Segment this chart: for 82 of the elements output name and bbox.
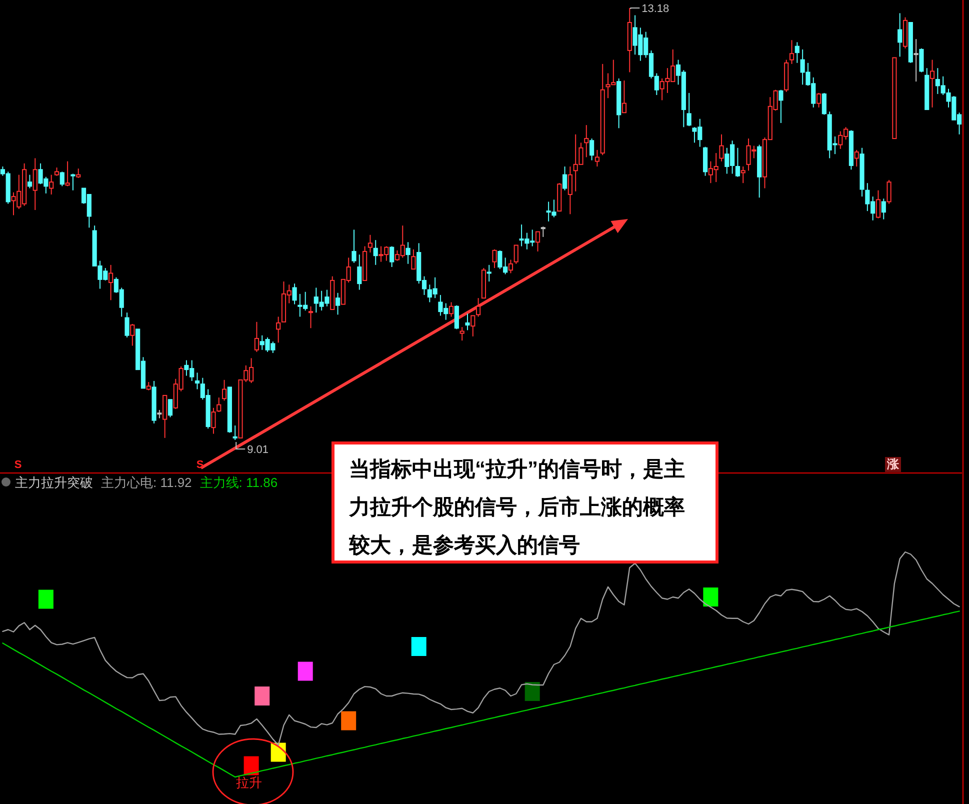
candlestick: [930, 59, 935, 108]
point: [254, 686, 270, 706]
point: [244, 756, 259, 776]
candlestick: [822, 92, 826, 116]
candlestick: [492, 248, 497, 269]
candlestick: [352, 229, 356, 264]
candlestick: [70, 173, 76, 191]
candlestick: [876, 190, 881, 219]
candlestick: [27, 174, 32, 189]
candlestick: [216, 397, 222, 413]
point: [341, 711, 356, 730]
candlestick: [584, 124, 589, 158]
candlestick: [465, 313, 470, 331]
candlestick: [194, 372, 200, 390]
text: 9.01: [247, 444, 269, 456]
candlestick: [535, 231, 540, 252]
text: 涨: [886, 457, 900, 471]
candlestick: [622, 80, 627, 114]
candlestick: [898, 12, 902, 58]
candlestick: [65, 160, 70, 187]
candlestick: [32, 158, 38, 211]
candlestick: [589, 138, 594, 161]
candlestick: [108, 264, 114, 301]
candlestick: [406, 242, 410, 264]
candlestick: [476, 298, 481, 318]
candlestick: [854, 149, 859, 168]
text: 主力线: 11.86: [200, 475, 278, 490]
candlestick: [594, 149, 600, 168]
text: S: [196, 459, 204, 471]
candlestick: [460, 326, 464, 342]
candlestick: [568, 166, 572, 215]
candlestick: [470, 315, 476, 337]
candlestick: [357, 254, 362, 290]
candlestick: [540, 226, 546, 238]
candlestick: [276, 316, 281, 344]
candlestick: [886, 179, 892, 204]
candlestick: [368, 234, 373, 253]
candlestick: [486, 264, 492, 282]
candlestick: [411, 248, 416, 270]
point: [411, 637, 426, 656]
candlestick: [232, 424, 238, 440]
candlestick: [168, 399, 173, 418]
candlestick: [390, 246, 394, 268]
candlestick: [778, 89, 784, 124]
point: [703, 588, 718, 606]
point: [38, 590, 54, 609]
candlestick: [508, 259, 514, 274]
candlestick: [686, 92, 692, 127]
text: 主力心电: 11.92: [101, 475, 192, 490]
candlestick: [719, 134, 724, 162]
candlestick: [211, 407, 216, 434]
annotation: 13.18: [642, 3, 670, 15]
candlestick: [735, 147, 740, 178]
candlestick: [60, 171, 64, 187]
candlestick: [562, 166, 568, 191]
candlestick: [794, 42, 800, 64]
candlestick: [702, 146, 708, 176]
candlestick: [816, 92, 822, 108]
candlestick: [130, 323, 135, 346]
candlestick: [373, 240, 378, 266]
candlestick: [335, 292, 340, 316]
candlestick: [254, 321, 260, 352]
point: [298, 662, 313, 681]
candlestick: [448, 302, 454, 318]
candlestick: [789, 40, 794, 64]
candlestick: [292, 283, 297, 305]
candlestick: [740, 166, 746, 184]
point: [524, 682, 540, 701]
candlestick: [222, 379, 227, 402]
text: S: [14, 459, 22, 471]
candlestick: [881, 198, 886, 220]
candlestick: [76, 168, 81, 178]
chart-title: 主力拉升突破: [15, 475, 93, 490]
candlestick: [308, 306, 314, 329]
candlestick: [162, 394, 168, 438]
annotation: 拉升: [236, 775, 262, 790]
candlestick: [124, 312, 130, 338]
candlestick: [919, 48, 924, 73]
candlestick: [49, 174, 54, 195]
candlestick: [454, 304, 459, 330]
candlestick: [514, 244, 518, 264]
candlestick: [914, 38, 918, 82]
